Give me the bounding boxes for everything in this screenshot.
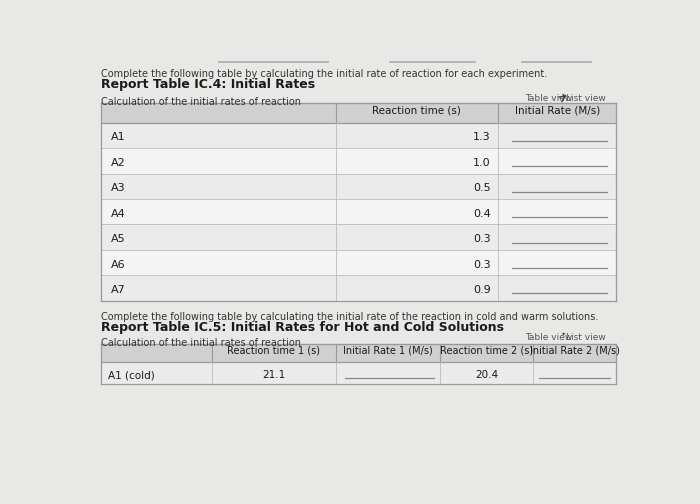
Bar	[102, 199, 616, 224]
Text: 1.0: 1.0	[473, 158, 491, 168]
Text: 0.9: 0.9	[473, 285, 491, 295]
Text: List view: List view	[566, 94, 606, 103]
Text: A1: A1	[111, 133, 125, 143]
Text: Initial Rate 1 (M/s): Initial Rate 1 (M/s)	[343, 346, 433, 356]
Text: List view: List view	[566, 333, 606, 342]
Bar	[102, 250, 616, 275]
Text: 20.4: 20.4	[475, 370, 498, 380]
Text: A6: A6	[111, 260, 125, 270]
Text: Initial Rate 2 (M/s): Initial Rate 2 (M/s)	[530, 346, 620, 356]
Text: Reaction time (s): Reaction time (s)	[372, 105, 461, 115]
Text: A1 (cold): A1 (cold)	[108, 370, 155, 380]
Text: Table view: Table view	[526, 333, 573, 342]
Text: Reaction time 1 (s): Reaction time 1 (s)	[227, 346, 320, 356]
Bar	[102, 275, 616, 301]
Bar	[102, 344, 616, 362]
Bar	[102, 103, 616, 123]
Text: Complete the following table by calculating the initial rate of the reaction in : Complete the following table by calculat…	[102, 311, 598, 322]
Text: A5: A5	[111, 234, 125, 244]
Bar	[102, 174, 616, 199]
Text: A3: A3	[111, 183, 125, 194]
Text: Table view: Table view	[526, 94, 573, 103]
Text: Calculation of the initial rates of reaction: Calculation of the initial rates of reac…	[102, 338, 302, 348]
Bar	[102, 148, 616, 174]
Text: A4: A4	[111, 209, 125, 219]
Bar	[102, 362, 616, 384]
Text: 0.3: 0.3	[473, 260, 491, 270]
Polygon shape	[563, 332, 566, 335]
Bar	[102, 123, 616, 148]
Polygon shape	[563, 94, 566, 97]
Text: A2: A2	[111, 158, 125, 168]
Text: Reaction time 2 (s): Reaction time 2 (s)	[440, 346, 533, 356]
Text: 0.5: 0.5	[473, 183, 491, 194]
Text: Initial Rate (M/s): Initial Rate (M/s)	[514, 105, 600, 115]
Text: Complete the following table by calculating the initial rate of reaction for eac: Complete the following table by calculat…	[102, 69, 547, 79]
Text: 0.4: 0.4	[473, 209, 491, 219]
Text: Report Table IC.5: Initial Rates for Hot and Cold Solutions: Report Table IC.5: Initial Rates for Hot…	[102, 321, 505, 334]
Text: 1.3: 1.3	[473, 133, 491, 143]
Text: Report Table IC.4: Initial Rates: Report Table IC.4: Initial Rates	[102, 78, 316, 91]
Text: 21.1: 21.1	[262, 370, 285, 380]
Text: A7: A7	[111, 285, 125, 295]
Text: 0.3: 0.3	[473, 234, 491, 244]
Text: Calculation of the initial rates of reaction: Calculation of the initial rates of reac…	[102, 97, 302, 107]
Bar	[102, 224, 616, 250]
